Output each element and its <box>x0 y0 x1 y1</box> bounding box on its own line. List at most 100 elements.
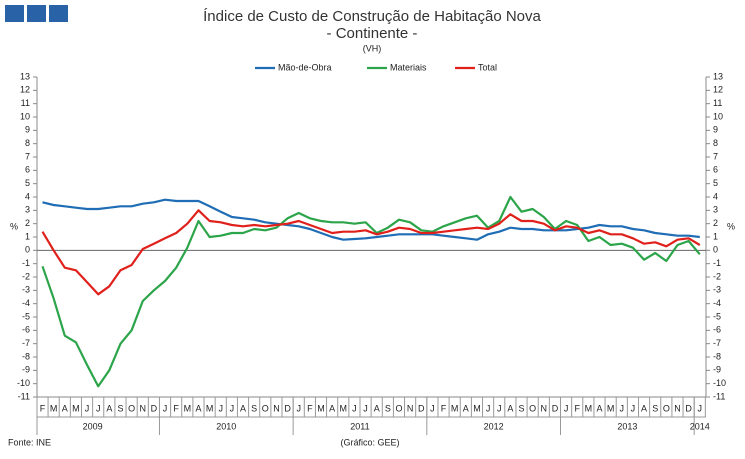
x-tick-label: F <box>307 403 313 413</box>
y2-tick-label: 0 <box>713 245 718 255</box>
x-tick-label: A <box>463 403 469 413</box>
x-tick-label: J <box>497 403 502 413</box>
x-tick-label: J <box>96 403 101 413</box>
y-tick-label: 5 <box>25 178 30 188</box>
y-tick-label: 4 <box>25 191 30 201</box>
y2-tick-label: 9 <box>713 125 718 135</box>
x-tick-label: S <box>519 403 525 413</box>
y2-tick-label: -2 <box>713 271 721 281</box>
x-tick-label: M <box>50 403 58 413</box>
x-tick-label: J <box>230 403 235 413</box>
y-axis-label: % <box>10 221 18 231</box>
year-label: 2011 <box>350 421 369 431</box>
x-tick-label: M <box>451 403 459 413</box>
y2-tick-label: -11 <box>713 391 725 401</box>
x-tick-label: A <box>62 403 68 413</box>
chart-title: Índice de Custo de Construção de Habitaç… <box>203 8 541 25</box>
y2-tick-label: 4 <box>713 191 718 201</box>
x-tick-label: S <box>652 403 658 413</box>
y-tick-label: 9 <box>25 125 30 135</box>
y-tick-label: -4 <box>22 298 30 308</box>
y-tick-label: -5 <box>22 311 30 321</box>
year-label: 2013 <box>617 421 637 431</box>
y2-tick-label: 7 <box>713 151 718 161</box>
y-tick-label: 0 <box>25 245 30 255</box>
x-tick-label: D <box>552 403 559 413</box>
x-tick-label: J <box>352 403 357 413</box>
y-tick-label: 8 <box>25 138 30 148</box>
y-tick-label: -9 <box>22 365 30 375</box>
y2-tick-label: 12 <box>713 85 723 95</box>
x-tick-label: S <box>385 403 391 413</box>
legend-label: Materiais <box>390 62 427 72</box>
y-tick-label: -11 <box>18 391 30 401</box>
x-tick-label: J <box>631 403 636 413</box>
legend-label: Mão-de-Obra <box>278 62 332 72</box>
year-label: 2010 <box>216 421 236 431</box>
x-tick-label: A <box>329 403 335 413</box>
y-tick-label: 12 <box>20 85 30 95</box>
y2-tick-label: 3 <box>713 205 718 215</box>
y2-tick-label: -1 <box>713 258 721 268</box>
y2-axis-label: % <box>727 221 735 231</box>
y-tick-label: -6 <box>22 325 30 335</box>
x-tick-label: O <box>529 403 536 413</box>
x-tick-label: S <box>251 403 257 413</box>
x-tick-label: A <box>195 403 201 413</box>
logo-block <box>5 5 24 22</box>
x-tick-label: N <box>407 403 414 413</box>
x-tick-label: M <box>184 403 192 413</box>
x-tick-label: F <box>40 403 46 413</box>
y2-tick-label: -5 <box>713 311 721 321</box>
year-label: 2012 <box>484 421 504 431</box>
x-tick-label: O <box>128 403 135 413</box>
y-tick-label: 7 <box>25 151 30 161</box>
x-tick-label: A <box>374 403 380 413</box>
x-tick-label: M <box>72 403 80 413</box>
x-tick-label: D <box>418 403 425 413</box>
y-tick-label: -3 <box>22 285 30 295</box>
y2-tick-label: 13 <box>713 71 723 81</box>
x-tick-label: D <box>284 403 291 413</box>
x-tick-label: J <box>163 403 168 413</box>
y-tick-label: -10 <box>17 378 30 388</box>
x-tick-label: F <box>574 403 580 413</box>
y2-tick-label: -10 <box>713 378 726 388</box>
x-tick-label: N <box>674 403 681 413</box>
x-tick-label: F <box>441 403 447 413</box>
chart-subtitle: - Continente - <box>327 25 418 42</box>
y2-tick-label: 8 <box>713 138 718 148</box>
y2-tick-label: -7 <box>713 338 721 348</box>
x-tick-label: M <box>317 403 325 413</box>
series-line <box>42 198 700 241</box>
y-tick-label: 11 <box>21 98 30 108</box>
y2-tick-label: 6 <box>713 165 718 175</box>
y-tick-label: -1 <box>22 258 30 268</box>
x-tick-label: J <box>85 403 90 413</box>
x-tick-label: A <box>507 403 513 413</box>
x-tick-label: J <box>296 403 301 413</box>
x-tick-label: N <box>140 403 147 413</box>
y2-tick-label: -6 <box>713 325 721 335</box>
x-tick-label: J <box>430 403 435 413</box>
logo-block <box>27 5 46 22</box>
series-line <box>41 209 701 296</box>
x-tick-label: S <box>117 403 123 413</box>
unit-note: (VH) <box>363 43 382 53</box>
series-line <box>41 195 701 388</box>
source: Fonte: INE <box>8 437 51 447</box>
y-tick-label: 13 <box>20 71 30 81</box>
x-tick-label: M <box>607 403 615 413</box>
y2-tick-label: -9 <box>713 365 721 375</box>
x-tick-label: D <box>151 403 158 413</box>
y-tick-label: 3 <box>25 205 30 215</box>
y2-tick-label: -3 <box>713 285 721 295</box>
x-tick-label: A <box>641 403 647 413</box>
y2-tick-label: 1 <box>713 231 718 241</box>
x-tick-label: J <box>620 403 625 413</box>
credit: (Gráfico: GEE) <box>340 437 399 447</box>
x-tick-label: A <box>240 403 246 413</box>
x-tick-label: J <box>564 403 569 413</box>
y2-tick-label: 10 <box>713 111 723 121</box>
